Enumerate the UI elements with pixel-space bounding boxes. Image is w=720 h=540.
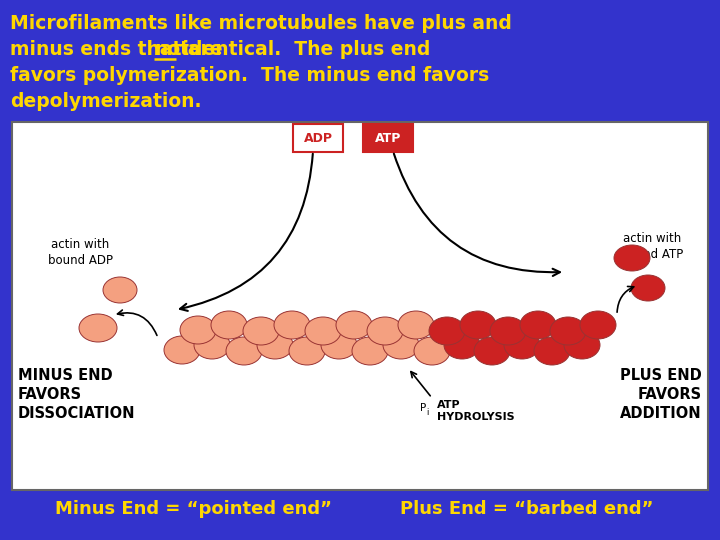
- Text: Minus End = “pointed end”: Minus End = “pointed end”: [55, 500, 332, 518]
- Ellipse shape: [414, 337, 450, 365]
- Ellipse shape: [614, 245, 650, 271]
- Ellipse shape: [631, 275, 665, 301]
- Ellipse shape: [257, 331, 293, 359]
- Text: Plus End = “barbed end”: Plus End = “barbed end”: [400, 500, 654, 518]
- Text: actin with
bound ATP: actin with bound ATP: [621, 232, 683, 261]
- Bar: [12, 122, 708, 490]
- Ellipse shape: [352, 337, 388, 365]
- Text: MINUS END
FAVORS
DISSOCIATION: MINUS END FAVORS DISSOCIATION: [18, 368, 135, 421]
- Text: PLUS END
FAVORS
ADDITION: PLUS END FAVORS ADDITION: [620, 368, 702, 421]
- Ellipse shape: [490, 317, 526, 345]
- Ellipse shape: [305, 317, 341, 345]
- Text: ATP: ATP: [375, 132, 401, 145]
- Text: ADP: ADP: [304, 132, 333, 145]
- Ellipse shape: [444, 331, 480, 359]
- Ellipse shape: [474, 337, 510, 365]
- Text: depolymerization.: depolymerization.: [10, 92, 202, 111]
- Ellipse shape: [460, 311, 496, 339]
- Text: actin with
bound ADP: actin with bound ADP: [48, 238, 112, 267]
- FancyBboxPatch shape: [363, 124, 413, 152]
- Ellipse shape: [274, 311, 310, 339]
- Ellipse shape: [504, 331, 540, 359]
- Ellipse shape: [534, 337, 570, 365]
- Ellipse shape: [180, 316, 216, 344]
- Ellipse shape: [520, 311, 556, 339]
- Ellipse shape: [383, 331, 419, 359]
- Ellipse shape: [103, 277, 137, 303]
- Ellipse shape: [211, 311, 247, 339]
- Ellipse shape: [429, 317, 465, 345]
- Ellipse shape: [580, 311, 616, 339]
- Text: minus ends that are: minus ends that are: [10, 40, 229, 59]
- Ellipse shape: [336, 311, 372, 339]
- Ellipse shape: [367, 317, 403, 345]
- Ellipse shape: [194, 331, 230, 359]
- Ellipse shape: [289, 337, 325, 365]
- Text: identical.  The plus end: identical. The plus end: [176, 40, 430, 59]
- FancyArrowPatch shape: [180, 154, 312, 311]
- Text: P: P: [420, 403, 426, 413]
- Ellipse shape: [226, 337, 262, 365]
- FancyArrowPatch shape: [411, 372, 431, 396]
- Ellipse shape: [564, 331, 600, 359]
- Ellipse shape: [164, 336, 200, 364]
- Ellipse shape: [243, 317, 279, 345]
- FancyArrowPatch shape: [394, 154, 560, 276]
- Ellipse shape: [79, 314, 117, 342]
- Text: favors polymerization.  The minus end favors: favors polymerization. The minus end fav…: [10, 66, 490, 85]
- FancyArrowPatch shape: [617, 286, 634, 312]
- Text: not: not: [154, 40, 189, 59]
- Ellipse shape: [321, 331, 357, 359]
- FancyArrowPatch shape: [117, 310, 157, 335]
- FancyBboxPatch shape: [293, 124, 343, 152]
- Text: i: i: [426, 408, 428, 417]
- Ellipse shape: [398, 311, 434, 339]
- Ellipse shape: [550, 317, 586, 345]
- Text: Microfilaments like microtubules have plus and: Microfilaments like microtubules have pl…: [10, 14, 512, 33]
- Text: ATP
HYDROLYSIS: ATP HYDROLYSIS: [437, 400, 515, 422]
